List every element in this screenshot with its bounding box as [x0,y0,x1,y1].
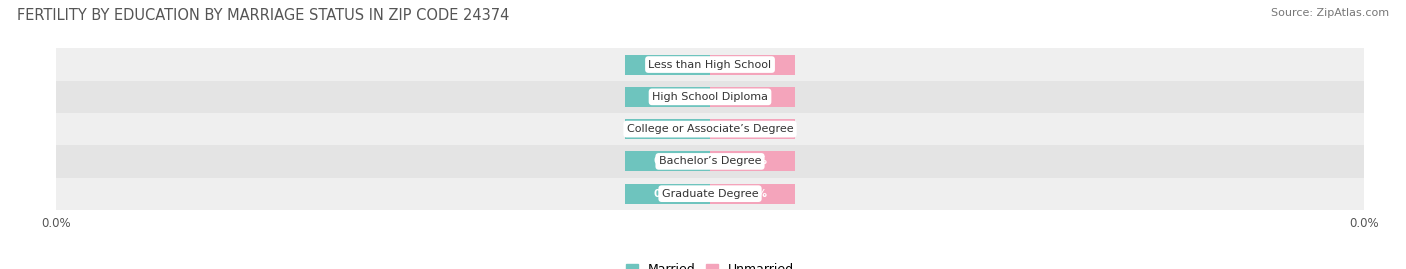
Text: 0.0%: 0.0% [738,92,768,102]
Bar [626,55,710,75]
Bar [710,87,794,107]
Text: 0.0%: 0.0% [652,92,682,102]
Text: High School Diploma: High School Diploma [652,92,768,102]
Bar [626,151,710,171]
Text: 0.0%: 0.0% [652,59,682,70]
Text: Less than High School: Less than High School [648,59,772,70]
Text: 0.0%: 0.0% [652,189,682,199]
Bar [56,145,1364,178]
Text: Graduate Degree: Graduate Degree [662,189,758,199]
Bar [710,184,794,204]
Bar [56,81,1364,113]
Text: 0.0%: 0.0% [738,156,768,167]
Text: College or Associate’s Degree: College or Associate’s Degree [627,124,793,134]
Bar [710,119,794,139]
Text: Bachelor’s Degree: Bachelor’s Degree [659,156,761,167]
Text: FERTILITY BY EDUCATION BY MARRIAGE STATUS IN ZIP CODE 24374: FERTILITY BY EDUCATION BY MARRIAGE STATU… [17,8,509,23]
Text: 0.0%: 0.0% [652,156,682,167]
Bar [710,55,794,75]
Text: 0.0%: 0.0% [652,124,682,134]
Text: 0.0%: 0.0% [738,124,768,134]
Bar [56,48,1364,81]
Bar [56,178,1364,210]
Text: 0.0%: 0.0% [738,189,768,199]
Bar [56,113,1364,145]
Text: Source: ZipAtlas.com: Source: ZipAtlas.com [1271,8,1389,18]
Bar [626,119,710,139]
Text: 0.0%: 0.0% [738,59,768,70]
Bar [626,87,710,107]
Bar [626,184,710,204]
Legend: Married, Unmarried: Married, Unmarried [626,263,794,269]
Bar [710,151,794,171]
